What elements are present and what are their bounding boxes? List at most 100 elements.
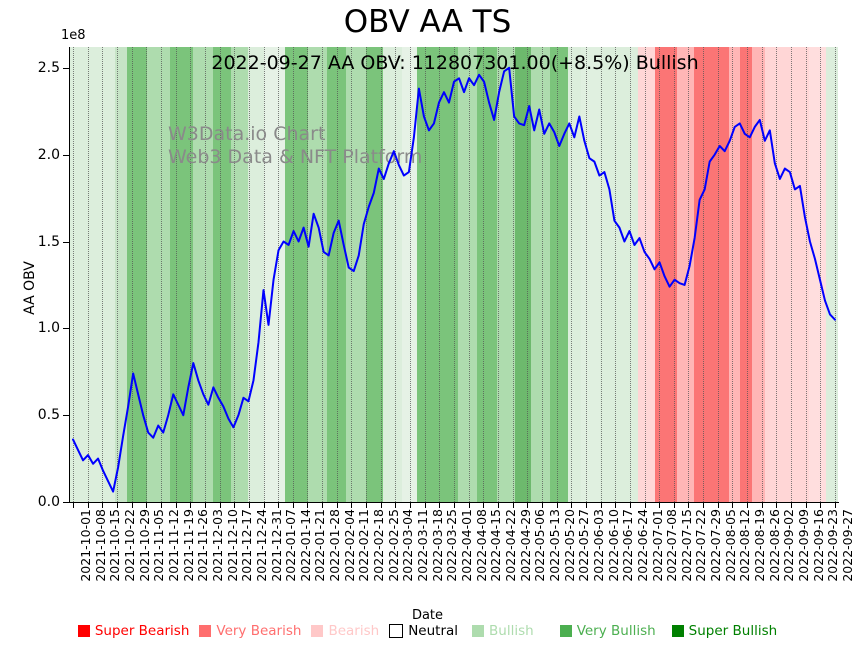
gridline	[131, 47, 134, 502]
gridline	[87, 47, 90, 502]
sentiment-band	[599, 47, 620, 502]
gridline	[659, 47, 661, 502]
x-tick-mark	[761, 503, 763, 508]
sentiment-band	[515, 47, 531, 502]
gridline	[234, 47, 236, 502]
x-tick-mark	[600, 503, 602, 508]
legend-item[interactable]: Super Bullish	[671, 623, 777, 639]
legend-item[interactable]: Very Bearish	[199, 623, 301, 639]
sentiment-band	[808, 47, 827, 502]
y-axis-exponent: 1e8	[61, 28, 86, 43]
x-tick-label: 2021-11-26	[195, 509, 211, 582]
gridline	[820, 47, 822, 502]
x-tick-label: 2022-04-22	[502, 509, 518, 582]
sentiment-band	[550, 47, 568, 502]
y-tick-label: 0.0	[37, 494, 60, 510]
legend-item[interactable]: Bullish	[472, 623, 534, 639]
x-tick-label: 2021-10-29	[136, 509, 152, 582]
gridline	[615, 47, 617, 502]
x-tick-label: 2022-09-16	[810, 509, 826, 582]
x-tick-label: 2022-07-08	[664, 509, 680, 582]
x-tick-mark	[629, 503, 631, 508]
y-axis-ticks: 0.0 0.5 1.0 1.5 2.0 2.5	[0, 0, 69, 646]
x-tick-mark	[717, 503, 719, 508]
plot-area: W3Data.io Chart Web3 Data & NFT Platform	[70, 47, 838, 502]
gridline	[204, 47, 207, 502]
y-tick-mark	[63, 67, 69, 69]
legend-item[interactable]: Neutral	[389, 623, 458, 639]
x-tick-label: 2022-01-07	[283, 509, 299, 582]
gridline	[336, 47, 339, 502]
x-tick-mark	[673, 503, 675, 508]
sentiment-band	[146, 47, 170, 502]
x-tick-label: 2022-05-20	[561, 509, 577, 582]
x-tick-mark	[512, 503, 514, 508]
x-tick-mark	[791, 503, 793, 508]
x-tick-mark	[776, 503, 778, 508]
sentiment-band	[417, 47, 438, 502]
x-tick-label: 2021-12-10	[224, 509, 240, 582]
x-tick-label: 2022-02-25	[385, 509, 401, 582]
sentiment-band	[70, 47, 92, 502]
x-tick-mark	[835, 503, 836, 508]
x-tick-label: 2022-06-10	[605, 509, 621, 582]
y-tick-mark	[63, 241, 69, 243]
x-tick-label: 2022-09-09	[796, 509, 812, 582]
gridline	[761, 47, 764, 502]
gridline	[747, 47, 749, 502]
gridline	[410, 47, 412, 502]
x-tick-label: 2022-07-01	[649, 509, 665, 582]
y-tick-label: 2.0	[37, 146, 60, 163]
x-tick-mark	[146, 503, 148, 508]
x-tick-mark	[395, 503, 397, 508]
gridline	[366, 47, 368, 502]
x-tick-mark	[278, 503, 280, 508]
y-tick-mark	[63, 502, 69, 503]
sentiment-band	[765, 47, 786, 502]
gridline	[512, 47, 515, 502]
gridline	[439, 47, 441, 502]
legend-swatch	[671, 625, 684, 637]
sentiment-band	[739, 47, 752, 502]
x-tick-label: 2022-08-12	[737, 509, 753, 582]
legend-item[interactable]: Very Bullish	[559, 623, 656, 639]
sentiment-band	[655, 47, 677, 502]
y-tick-mark	[63, 415, 69, 417]
x-tick-label: 2021-10-01	[78, 509, 93, 582]
x-tick-label: 2021-11-19	[180, 509, 196, 582]
x-tick-mark	[556, 503, 558, 508]
x-tick-mark	[439, 503, 441, 508]
x-tick-label: 2022-07-15	[678, 509, 694, 582]
legend-item[interactable]: Bearish	[311, 623, 379, 639]
x-tick-mark	[410, 503, 412, 508]
x-tick-mark	[468, 503, 470, 508]
gridline	[454, 47, 456, 502]
x-tick-mark	[805, 503, 807, 508]
x-axis-spine	[69, 502, 839, 503]
legend-item[interactable]: Super Bearish	[77, 623, 189, 639]
x-tick-mark	[190, 503, 192, 508]
x-tick-label: 2022-04-15	[488, 509, 504, 582]
gridline	[248, 47, 251, 502]
legend-swatch	[389, 624, 404, 638]
gridline	[175, 47, 178, 502]
gridline	[732, 47, 734, 502]
sentiment-band	[567, 47, 581, 502]
x-tick-label: 2022-08-26	[766, 509, 782, 582]
x-tick-mark	[87, 503, 89, 508]
y-tick-label: 1.0	[37, 320, 60, 337]
gridline	[190, 47, 192, 502]
x-tick-label: 2021-12-24	[253, 509, 269, 582]
x-tick-label: 2021-11-12	[165, 509, 181, 582]
x-tick-label: 2022-07-29	[708, 509, 724, 582]
x-tick-label: 2022-01-28	[327, 509, 343, 582]
watermark-line-1: W3Data.io Chart	[168, 123, 326, 145]
x-tick-label: 2022-02-11	[356, 509, 372, 582]
x-tick-label: 2021-12-17	[239, 509, 255, 582]
sentiment-band	[192, 47, 213, 502]
x-tick-mark	[527, 503, 529, 508]
legend-swatch	[77, 625, 90, 637]
page-title: OBV AA TS	[343, 4, 512, 40]
x-tick-label: 2022-06-24	[634, 509, 650, 582]
